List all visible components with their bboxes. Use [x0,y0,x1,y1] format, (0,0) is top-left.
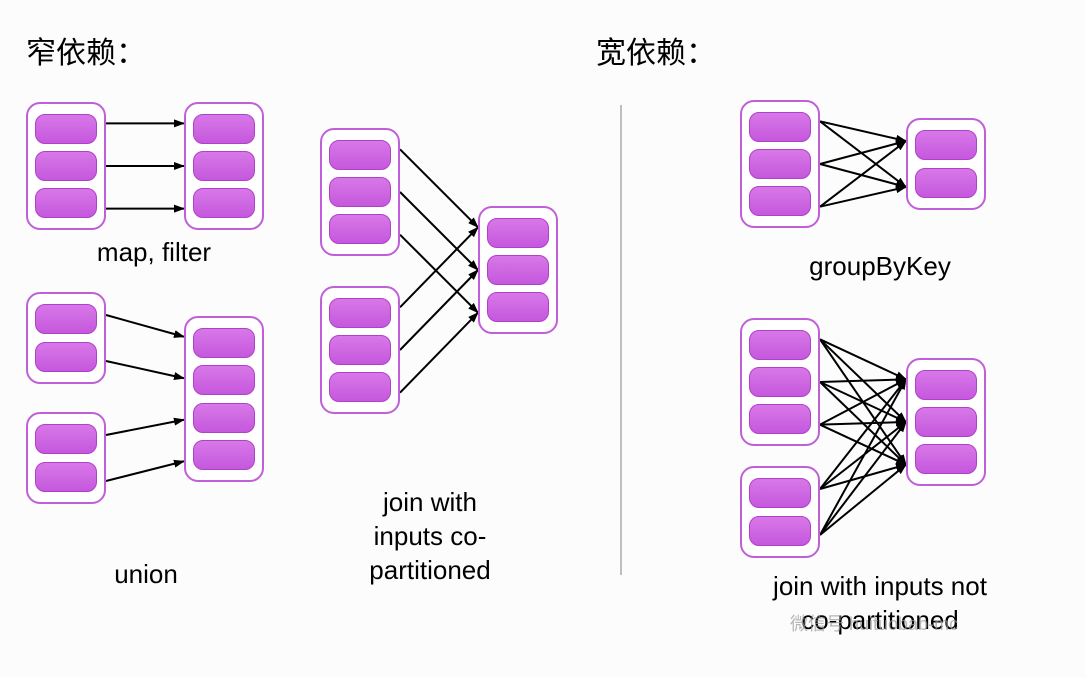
partition [35,462,97,492]
partition [915,407,977,437]
rdd-jc_dst [478,206,558,334]
partition [915,130,977,160]
partition [35,188,97,218]
dependency-arrow [400,192,478,270]
partition [487,292,549,322]
rdd-mf_src [26,102,106,230]
dependency-arrow [820,141,906,164]
dependency-arrow [820,121,906,141]
dependency-arrow [400,227,478,307]
partition [749,516,811,546]
rdd-gbk_src [740,100,820,228]
rdd-un_src2 [26,412,106,504]
rdd-gbk_dst [906,118,986,210]
rdd-jnc_dst [906,358,986,486]
partition [915,168,977,198]
partition [749,330,811,360]
dependency-arrow [400,149,478,227]
partition [35,424,97,454]
partition [329,335,391,365]
dependency-arrow [820,379,906,489]
rdd-un_src1 [26,292,106,384]
dependency-arrow [820,422,906,489]
dependency-arrow [106,420,184,435]
partition [35,342,97,372]
rdd-jc_src2 [320,286,400,414]
title-narrow: 窄依赖： [26,28,146,72]
partition [35,304,97,334]
dependency-arrow [820,425,906,465]
dependency-arrow [106,361,184,378]
rdd-mf_dst [184,102,264,230]
partition [35,151,97,181]
partition [193,403,255,433]
partition [749,112,811,142]
dependency-arrow [820,379,906,382]
rdd-jc_src1 [320,128,400,256]
dependency-arrow [820,382,906,422]
dependency-arrow [820,382,906,465]
dependency-arrow [820,422,906,535]
partition [329,214,391,244]
partition [193,440,255,470]
dependency-arrow [820,465,906,489]
dependency-arrow [400,313,478,393]
title-wide: 宽依赖： [596,28,716,72]
dependency-arrow [820,465,906,535]
partition [749,478,811,508]
partition [329,298,391,328]
rdd-un_dst [184,316,264,482]
dependency-arrow [820,164,906,187]
dependency-arrow [400,270,478,350]
partition [749,404,811,434]
caption-join-co: join with inputs co- partitioned [320,486,540,587]
dependency-arrow [820,339,906,379]
partition [915,370,977,400]
rdd-jnc_src1 [740,318,820,446]
partition [487,255,549,285]
dependency-arrow [820,141,906,207]
divider-line [620,105,622,575]
caption-map-filter: map, filter [54,236,254,270]
partition [329,177,391,207]
dependency-arrow [820,339,906,422]
partition [915,444,977,474]
partition [193,114,255,144]
caption-union: union [86,558,206,592]
rdd-jnc_src2 [740,466,820,558]
partition [193,365,255,395]
partition [749,367,811,397]
partition [193,328,255,358]
partition [193,188,255,218]
dependency-arrow [820,339,906,464]
watermark-text: 微信号 huituobab-mc [790,610,958,636]
dependency-arrow [820,379,906,424]
partition [329,372,391,402]
dependency-arrow [106,461,184,481]
dependency-arrow [820,121,906,187]
partition [329,140,391,170]
partition [193,151,255,181]
dependency-arrow [820,187,906,207]
dependency-arrow [820,422,906,425]
partition [35,114,97,144]
partition [749,149,811,179]
dependency-arrow [820,379,906,535]
partition [749,186,811,216]
dependency-arrow [400,235,478,313]
caption-groupbykey: groupByKey [780,250,980,284]
dependency-arrow [106,315,184,337]
partition [487,218,549,248]
